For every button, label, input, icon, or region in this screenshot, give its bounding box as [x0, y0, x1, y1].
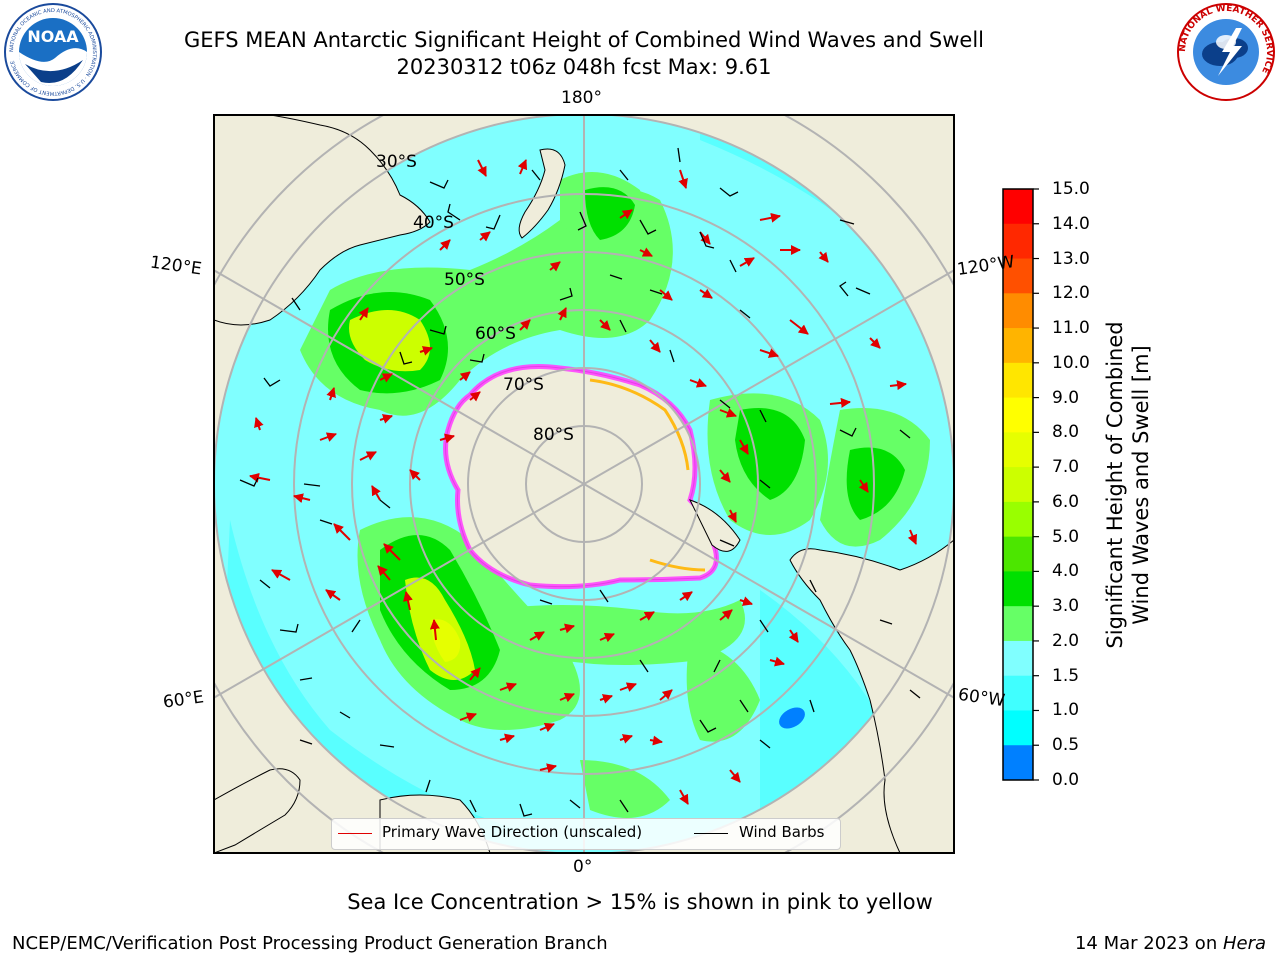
colorbar-tick-label: 5.0	[1052, 526, 1080, 547]
colorbar	[1003, 188, 1039, 781]
colorbar-segment	[1003, 501, 1033, 538]
colorbar-tick-label: 15.0	[1052, 179, 1090, 199]
noaa-logo: NOAA NATIONAL OCEANIC AND ATMOSPHERIC AD…	[4, 3, 102, 101]
lat-label-80s: 80°S	[533, 425, 574, 445]
colorbar-tick-label: 1.5	[1052, 665, 1080, 686]
footer-date: 14 Mar 2023 on Hera	[1075, 933, 1266, 954]
colorbar-label: Significant Height of Combined Wind Wave…	[1102, 321, 1154, 648]
chart-title: GEFS MEAN Antarctic Significant Height o…	[183, 28, 985, 52]
map-legend: Primary Wave Direction (unscaled) Wind B…	[331, 818, 841, 850]
graticule	[214, 115, 954, 853]
legend-barb-label: Wind Barbs	[739, 823, 825, 841]
colorbar-segment	[1003, 258, 1033, 294]
legend-wave-label: Primary Wave Direction (unscaled)	[382, 823, 643, 841]
wave-direction-arrows	[249, 159, 918, 805]
colorbar-tick-label: 1.0	[1052, 700, 1080, 721]
colorbar-tick-label: 4.0	[1052, 561, 1080, 582]
legend-wave-line	[338, 833, 372, 834]
colorbar-tick-label: 7.0	[1052, 457, 1080, 478]
colorbar-tick-label: 6.0	[1052, 491, 1080, 512]
australia-landmass	[214, 115, 431, 326]
colorbar-tick-label: 12.0	[1052, 283, 1090, 304]
colorbar-segment	[1003, 467, 1033, 503]
lat-label-70s: 70°S	[503, 375, 544, 395]
colorbar-segment	[1003, 362, 1033, 399]
map-frame	[213, 114, 955, 854]
colorbar-tick-label: 3.0	[1052, 596, 1080, 617]
colorbar-tick-label: 0.0	[1052, 770, 1080, 790]
footer-date-text: 14 Mar 2023 on	[1074, 933, 1223, 954]
colorbar-frame	[1002, 188, 1034, 781]
colorbar-segment	[1003, 745, 1033, 781]
sea-ice-fringe	[443, 364, 719, 590]
sea-ice-caption: Sea Ice Concentration > 15% is shown in …	[347, 890, 933, 914]
colorbar-segment	[1003, 432, 1033, 468]
colorbar-segment	[1003, 571, 1033, 607]
colorbar-tick-label: 8.0	[1052, 422, 1080, 443]
lat-label-60s: 60°S	[475, 324, 516, 344]
colorbar-tick-label: 9.0	[1052, 387, 1080, 408]
colorbar-tick-label: 2.0	[1052, 630, 1080, 651]
africa-landmass	[214, 768, 301, 853]
colorbar-tick-label: 13.0	[1052, 248, 1090, 269]
lon-label-180: 180°	[561, 88, 602, 108]
colorbar-segment	[1003, 640, 1033, 677]
new-zealand-landmass	[518, 148, 566, 239]
colorbar-segment	[1003, 606, 1033, 642]
colorbar-segment	[1003, 293, 1033, 329]
colorbar-segment	[1003, 536, 1033, 572]
colorbar-segment	[1003, 189, 1033, 225]
colorbar-segment	[1003, 328, 1033, 364]
lat-label-50s: 50°S	[444, 270, 485, 290]
colorbar-tick-label: 0.5	[1052, 735, 1080, 756]
lat-label-30s: 30°S	[376, 152, 417, 172]
nws-logo: NATIONAL WEATHER SERVICE	[1177, 3, 1275, 101]
forecast-info: 20230312 t06z 048h fcst Max: 9.61	[396, 55, 772, 79]
south-america-landmass	[789, 539, 954, 853]
colorbar-tick-label: 14.0	[1052, 213, 1090, 234]
lat-label-40s: 40°S	[413, 213, 454, 233]
noaa-text: NOAA	[27, 27, 79, 46]
colorbar-segment	[1003, 223, 1033, 260]
colorbar-label-line1: Significant Height of Combined	[1103, 321, 1127, 649]
colorbar-segment	[1003, 710, 1033, 746]
lon-label-0: 0°	[573, 857, 593, 877]
colorbar-segment	[1003, 675, 1033, 711]
colorbar-label-line2: Wind Waves and Swell [m]	[1129, 345, 1153, 625]
colorbar-segment	[1003, 397, 1033, 433]
colorbar-tick-label: 11.0	[1052, 318, 1090, 339]
legend-barb-line	[694, 833, 728, 834]
colorbar-tick-label: 10.0	[1052, 352, 1090, 373]
wind-barbs	[239, 147, 921, 817]
footer-credit: NCEP/EMC/Verification Post Processing Pr…	[12, 933, 608, 954]
footer-machine: Hera	[1222, 933, 1266, 954]
